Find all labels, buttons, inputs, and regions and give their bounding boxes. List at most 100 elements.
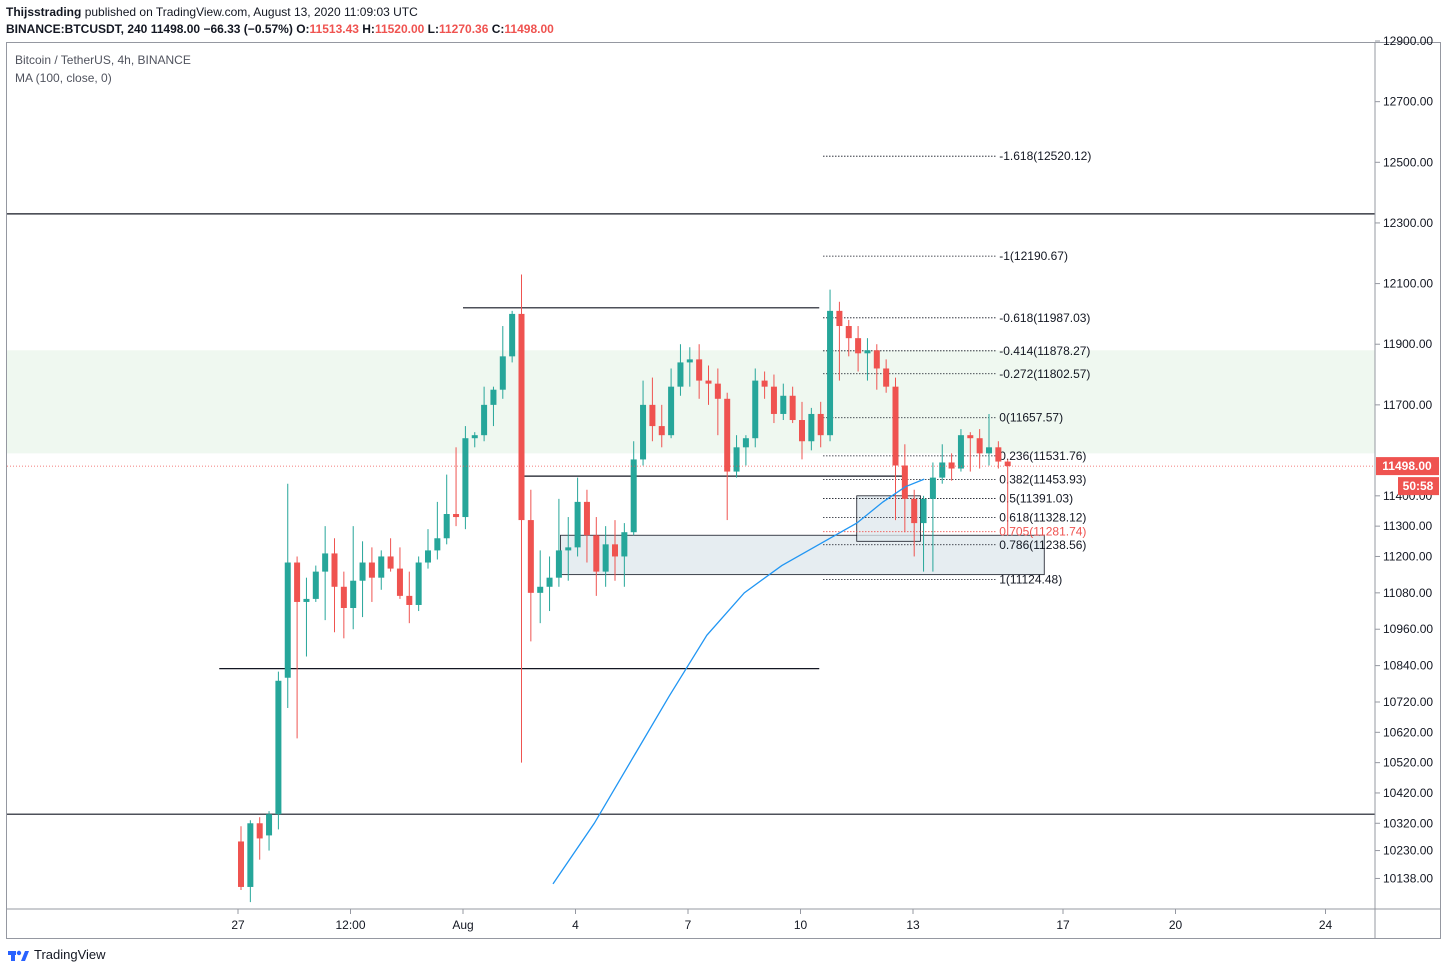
candle-body-5 bbox=[284, 562, 291, 678]
candle-body-66 bbox=[855, 338, 862, 354]
y-tick-label-5: 10620.00 bbox=[1383, 725, 1433, 739]
y-tick-label-19: 12700.00 bbox=[1383, 95, 1433, 109]
candle-body-3 bbox=[266, 814, 273, 836]
candle-body-4 bbox=[275, 680, 282, 815]
candle-body-26 bbox=[481, 404, 488, 436]
candle-body-41 bbox=[621, 532, 628, 557]
candle-body-55 bbox=[752, 380, 759, 439]
fib-label-12: 1(11124.48) bbox=[999, 572, 1062, 586]
candle-body-47 bbox=[677, 362, 684, 387]
candle-body-76 bbox=[948, 462, 955, 469]
candle-body-17 bbox=[396, 568, 403, 596]
plot-area: -1.618(12520.12) -1(12190.67) -0.618(11987… bbox=[7, 149, 1375, 903]
low-value: 11270.36 bbox=[439, 22, 489, 36]
candle-body-78 bbox=[967, 435, 974, 439]
candle-body-42 bbox=[630, 459, 637, 533]
candle-body-23 bbox=[453, 514, 460, 518]
fib-label-0: -1.618(12520.12) bbox=[999, 149, 1091, 163]
candle-body-18 bbox=[406, 595, 413, 605]
candle-body-62 bbox=[817, 413, 824, 436]
candle-body-80 bbox=[986, 447, 992, 454]
fib-label-7: 0.382(11453.93) bbox=[999, 472, 1086, 486]
footer-brand[interactable]: TradingView bbox=[8, 947, 106, 962]
candle-body-24 bbox=[462, 438, 469, 518]
header-line-2: BINANCE:BTCUSDT, 240 11498.00 −66.33 (−0… bbox=[6, 22, 554, 36]
ma100-line bbox=[552, 478, 925, 885]
candle-body-31 bbox=[527, 520, 534, 593]
y-tick-label-2: 10320.00 bbox=[1383, 816, 1433, 830]
candle-body-7 bbox=[303, 598, 310, 602]
candle-body-46 bbox=[668, 386, 675, 436]
candle-body-35 bbox=[565, 547, 572, 551]
candle-body-36 bbox=[574, 501, 581, 548]
candle-body-30 bbox=[518, 313, 525, 521]
high-label: H: bbox=[362, 22, 375, 36]
y-tick-label-9: 11080.00 bbox=[1383, 586, 1432, 600]
y-tick-label-20: 12900.00 bbox=[1383, 34, 1433, 48]
author-name[interactable]: Thijsstrading bbox=[6, 5, 82, 19]
candle-body-75 bbox=[939, 462, 946, 478]
x-tick-label-9: 20 bbox=[1169, 918, 1183, 932]
candle-body-11 bbox=[340, 586, 347, 609]
candle-body-40 bbox=[612, 544, 618, 557]
zone-0 bbox=[7, 350, 1375, 454]
candle-body-6 bbox=[294, 562, 301, 602]
x-tick-label-6: 10 bbox=[794, 918, 808, 932]
candle-body-12 bbox=[350, 580, 357, 609]
header-line-1: Thijsstrading published on TradingView.c… bbox=[6, 5, 418, 19]
candle-body-19 bbox=[415, 562, 422, 605]
candle-body-32 bbox=[537, 586, 544, 593]
countdown-tag-label: 50:58 bbox=[1403, 479, 1434, 493]
x-tick-label-4: 4 bbox=[572, 918, 579, 932]
fib-label-10: 0.705(11281.74) bbox=[999, 525, 1086, 539]
candle-body-65 bbox=[845, 326, 852, 339]
x-tick-label-8: 17 bbox=[1056, 918, 1070, 932]
candle-body-9 bbox=[322, 553, 329, 572]
candle-body-49 bbox=[696, 359, 703, 381]
candle-body-20 bbox=[425, 550, 431, 563]
x-tick-label-7: 13 bbox=[906, 918, 920, 932]
candle-body-68 bbox=[873, 350, 880, 369]
candle-body-2 bbox=[256, 823, 263, 839]
chart-frame[interactable] bbox=[6, 42, 1441, 939]
fib-label-6: 0.236(11531.76) bbox=[999, 449, 1086, 463]
candle-body-16 bbox=[387, 556, 394, 569]
candle-body-1 bbox=[247, 823, 254, 887]
symbol-label: BINANCE:BTCUSDT, 240 bbox=[6, 22, 148, 36]
candle-body-44 bbox=[649, 404, 656, 427]
fib-label-3: -0.414(11878.27) bbox=[999, 344, 1090, 358]
tradingview-logo-icon bbox=[8, 950, 29, 961]
candle-body-15 bbox=[378, 556, 385, 578]
x-tick-label-10: 24 bbox=[1319, 918, 1333, 932]
candle-body-64 bbox=[836, 310, 843, 327]
indicator-legend[interactable]: MA (100, close, 0) bbox=[15, 71, 112, 85]
candle-body-8 bbox=[312, 571, 319, 599]
candle-body-48 bbox=[686, 359, 693, 363]
y-tick-label-15: 11900.00 bbox=[1383, 337, 1432, 351]
candle-body-37 bbox=[583, 501, 590, 536]
candle-body-51 bbox=[714, 383, 721, 399]
candle-body-52 bbox=[724, 398, 731, 472]
close-value: 11498.00 bbox=[504, 22, 554, 36]
candle-body-27 bbox=[490, 389, 497, 405]
candle-body-10 bbox=[331, 553, 338, 587]
y-tick-label-8: 10960.00 bbox=[1383, 622, 1433, 636]
series-title[interactable]: Bitcoin / TetherUS, 4h, BINANCE bbox=[15, 53, 191, 67]
published-text: published on TradingView.com, August 13,… bbox=[84, 5, 418, 19]
candle-body-82 bbox=[1004, 461, 1011, 467]
y-tick-label-10: 11200.00 bbox=[1383, 549, 1432, 563]
zone-1 bbox=[560, 534, 1045, 576]
countdown-tag bbox=[1398, 477, 1439, 496]
candle-body-22 bbox=[443, 514, 450, 539]
candle-body-13 bbox=[359, 562, 366, 581]
candle-body-29 bbox=[509, 313, 516, 357]
candle-body-54 bbox=[742, 438, 749, 448]
candle-body-63 bbox=[827, 310, 834, 436]
candle-body-38 bbox=[593, 535, 600, 572]
fib-label-11: 0.786(11238.56) bbox=[999, 538, 1086, 552]
y-tick-label-7: 10840.00 bbox=[1383, 659, 1433, 673]
x-tick-label-2: 12:00 bbox=[335, 918, 365, 932]
candle-body-39 bbox=[602, 544, 609, 572]
candle-body-70 bbox=[892, 386, 899, 466]
